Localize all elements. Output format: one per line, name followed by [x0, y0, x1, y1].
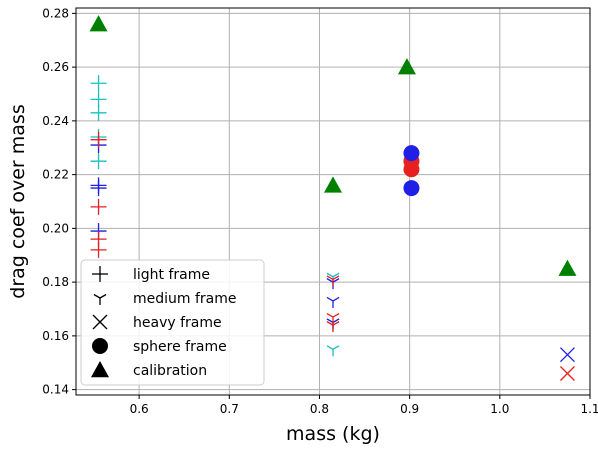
- y-tick-label: 0.18: [42, 275, 69, 289]
- data-point-plus: [90, 75, 107, 92]
- legend: light frame medium frame heavy frame sphere…: [80, 259, 265, 386]
- legend-marker-plus: [92, 266, 108, 282]
- y-tick-label: 0.16: [42, 329, 69, 343]
- data-point-tri_down: [326, 275, 340, 287]
- legend-marker-circle: [92, 338, 108, 354]
- data-point-plus: [90, 180, 107, 197]
- data-point-tri_down: [326, 345, 340, 357]
- y-tick-label: 0.24: [42, 114, 69, 128]
- data-point-tri_down: [326, 321, 340, 333]
- data-point-triangle: [397, 58, 416, 75]
- y-tick-label: 0.28: [42, 6, 69, 20]
- y-tick-label: 0.14: [42, 383, 69, 397]
- data-point-plus: [90, 104, 107, 121]
- x-axis-label: mass (kg): [286, 423, 380, 444]
- x-tick-label: 0.9: [400, 402, 419, 416]
- legend-label: light frame: [133, 267, 210, 283]
- legend-label: calibration: [133, 363, 207, 379]
- legend-label: medium frame: [133, 291, 237, 307]
- data-point-triangle: [558, 259, 577, 276]
- data-point-plus: [90, 153, 107, 170]
- plot-frame: [75, 7, 591, 396]
- y-tick-label: 0.20: [42, 221, 69, 235]
- x-tick-label: 1.1: [580, 402, 598, 416]
- data-point-triangle: [89, 15, 108, 32]
- legend-marker-x: [92, 314, 108, 330]
- data-point-tri_down: [326, 312, 340, 325]
- x-tick-label: 0.8: [310, 402, 329, 416]
- plot-marks: [89, 15, 577, 381]
- legend-label: sphere frame: [133, 339, 227, 355]
- legend-label: heavy frame: [133, 315, 222, 331]
- y-tick-label: 0.26: [42, 60, 69, 74]
- data-point-plus: [90, 91, 107, 108]
- data-point-plus: [90, 198, 107, 215]
- data-point-plus: [90, 241, 107, 258]
- axis-ticks: 0.6 0.7 0.8 0.9 1.0 1.1 0.14 0.16 0.18 0.20 0.22 0.…: [42, 6, 598, 416]
- x-tick-label: 0.7: [220, 402, 239, 416]
- data-point-x: [559, 347, 575, 363]
- legend-marker-triangle: [91, 361, 109, 378]
- data-point-circle: [403, 161, 420, 178]
- y-tick-label: 0.22: [42, 168, 69, 182]
- data-point-circle: [403, 180, 420, 197]
- data-point-plus: [90, 131, 107, 148]
- data-point-tri_down: [326, 296, 340, 308]
- legend-marker-tri_down: [93, 293, 107, 305]
- x-tick-label: 0.6: [130, 402, 149, 416]
- data-point-triangle: [324, 176, 342, 193]
- legend-box: [80, 259, 265, 386]
- data-point-x: [559, 366, 575, 381]
- data-point-circle: [403, 145, 420, 162]
- x-tick-label: 1.0: [490, 402, 509, 416]
- y-axis-label: drag coef over mass: [7, 104, 29, 298]
